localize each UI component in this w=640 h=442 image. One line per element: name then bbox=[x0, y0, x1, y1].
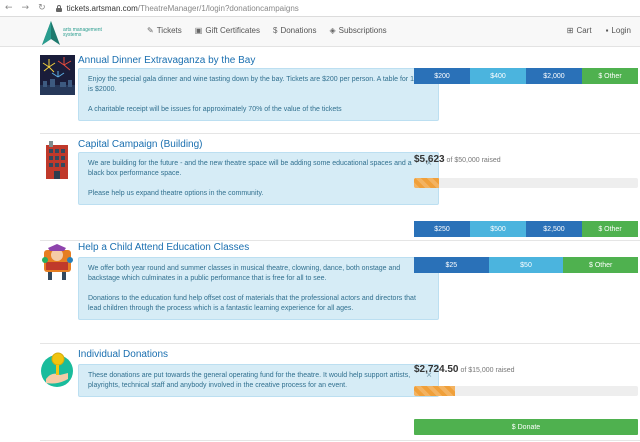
hand-coin-image bbox=[41, 352, 73, 387]
child-performer-image bbox=[42, 244, 73, 280]
donate-50-button[interactable]: $50 bbox=[488, 257, 564, 273]
divider bbox=[40, 440, 640, 441]
nav-tickets[interactable]: ✎ Tickets bbox=[147, 26, 182, 35]
raised-summary: $5,623 of $50,000 raised bbox=[414, 154, 501, 165]
description-text: Please help us expand theatre options in… bbox=[88, 190, 264, 197]
site-navbar: arts management systems ✎ Tickets ▣ Gift C… bbox=[0, 17, 640, 47]
main-menu: ✎ Tickets ▣ Gift Certificates $ Donations ◈… bbox=[147, 26, 387, 35]
donate-button[interactable]: $ Donate bbox=[414, 419, 638, 435]
donate-200-button[interactable]: $200 bbox=[414, 68, 470, 84]
progress-fill bbox=[414, 178, 440, 188]
back-arrow-icon[interactable]: ← bbox=[5, 3, 13, 13]
description-text: We offer both year round and summer clas… bbox=[88, 265, 401, 282]
divider bbox=[40, 240, 640, 241]
campaign-description: × We offer both year round and summer cl… bbox=[78, 257, 439, 320]
donate-2000-button[interactable]: $2,000 bbox=[526, 68, 582, 84]
user-menu: ⊞ Cart ▪ Login bbox=[567, 26, 631, 35]
campaign-title[interactable]: Capital Campaign (Building) bbox=[78, 139, 203, 150]
capital-amount-buttons: $250 $500 $2,500 $ Other bbox=[414, 221, 638, 237]
donate-500-button[interactable]: $500 bbox=[470, 221, 526, 237]
raised-summary: $2,724.50 of $15,000 raised bbox=[414, 364, 515, 375]
nav-cart-label: Cart bbox=[576, 26, 592, 35]
donate-2500-button[interactable]: $2,500 bbox=[526, 221, 582, 237]
nav-gift-certificates-label: Gift Certificates bbox=[205, 26, 260, 35]
description-text: We are building for the future - and the… bbox=[88, 160, 412, 177]
reload-icon[interactable]: ↻ bbox=[38, 3, 46, 13]
lock-icon: ▪ bbox=[605, 26, 609, 35]
nav-donations[interactable]: $ Donations bbox=[273, 26, 316, 35]
nav-gift-certificates[interactable]: ▣ Gift Certificates bbox=[195, 26, 260, 35]
description-text: Enjoy the special gala dinner and wine t… bbox=[88, 76, 418, 93]
url-path: /TheatreManager/1/login?donationcampaign… bbox=[137, 3, 299, 13]
campaign-education: Help a Child Attend Education Classes × … bbox=[40, 242, 640, 342]
raised-amount: $5,623 bbox=[414, 154, 445, 165]
nav-login[interactable]: ▪ Login bbox=[606, 26, 631, 35]
building-image bbox=[46, 141, 68, 179]
donate-other-button[interactable]: $ Other bbox=[563, 257, 639, 273]
campaign-title[interactable]: Individual Donations bbox=[78, 349, 169, 360]
raised-goal: of $50,000 raised bbox=[446, 157, 501, 164]
gift-icon: ▣ bbox=[194, 26, 203, 35]
address-bar[interactable]: tickets.artsman.com/TheatreManager/1/log… bbox=[55, 3, 299, 13]
tag-icon: ◈ bbox=[329, 26, 336, 35]
raised-amount: $2,724.50 bbox=[414, 364, 459, 375]
logo[interactable]: arts management systems bbox=[42, 21, 103, 45]
divider bbox=[40, 133, 640, 134]
campaign-capital: Capital Campaign (Building) × We are bui… bbox=[40, 139, 640, 219]
campaign-dinner: Annual Dinner Extravaganza by the Bay × … bbox=[40, 55, 640, 125]
donate-25-button[interactable]: $25 bbox=[414, 257, 489, 273]
donate-other-button[interactable]: $ Other bbox=[582, 221, 638, 237]
campaign-title[interactable]: Annual Dinner Extravaganza by the Bay bbox=[78, 55, 256, 66]
lock-icon bbox=[55, 4, 62, 12]
education-amount-buttons: $25 $50 $ Other bbox=[414, 257, 639, 273]
dinner-amount-buttons: $200 $400 $2,000 $ Other bbox=[414, 68, 638, 84]
campaign-description: × These donations are put towards the ge… bbox=[78, 364, 439, 397]
ticket-icon: ✎ bbox=[147, 26, 154, 35]
description-text: A charitable receipt will be issues for … bbox=[88, 106, 342, 113]
forward-arrow-icon[interactable]: → bbox=[21, 3, 30, 13]
progress-fill bbox=[414, 386, 455, 396]
divider bbox=[40, 343, 640, 344]
nav-subscriptions-label: Subscriptions bbox=[338, 26, 387, 35]
dollar-icon: $ bbox=[273, 26, 278, 35]
nav-subscriptions[interactable]: ◈ Subscriptions bbox=[329, 26, 386, 35]
donate-250-button[interactable]: $250 bbox=[414, 221, 470, 237]
url-host: tickets.artsman.com bbox=[66, 3, 138, 13]
raised-goal: of $15,000 raised bbox=[460, 367, 515, 374]
browser-toolbar: ← → ↻ tickets.artsman.com/TheatreManager… bbox=[0, 0, 640, 17]
donate-other-button[interactable]: $ Other bbox=[582, 68, 638, 84]
donate-400-button[interactable]: $400 bbox=[470, 68, 526, 84]
logo-text: arts management systems bbox=[63, 27, 102, 38]
close-icon[interactable]: × bbox=[426, 370, 432, 381]
description-text: These donations are put towards the gene… bbox=[88, 372, 411, 389]
campaign-title[interactable]: Help a Child Attend Education Classes bbox=[78, 242, 250, 253]
campaign-individual: Individual Donations × These donations a… bbox=[40, 349, 640, 409]
cart-icon: ⊞ bbox=[566, 26, 574, 35]
close-icon[interactable]: × bbox=[426, 158, 432, 169]
fireworks-image bbox=[40, 55, 75, 95]
nav-cart[interactable]: ⊞ Cart bbox=[567, 26, 592, 35]
logo-mark bbox=[42, 21, 60, 45]
nav-donations-label: Donations bbox=[280, 26, 317, 35]
description-text: Donations to the education fund help off… bbox=[88, 295, 416, 312]
progress-bar bbox=[414, 386, 638, 396]
nav-tickets-label: Tickets bbox=[156, 26, 182, 35]
nav-login-label: Login bbox=[611, 26, 631, 35]
campaign-description: × We are building for the future - and t… bbox=[78, 152, 439, 205]
progress-bar bbox=[414, 178, 638, 188]
campaign-description: × Enjoy the special gala dinner and wine… bbox=[78, 68, 439, 121]
